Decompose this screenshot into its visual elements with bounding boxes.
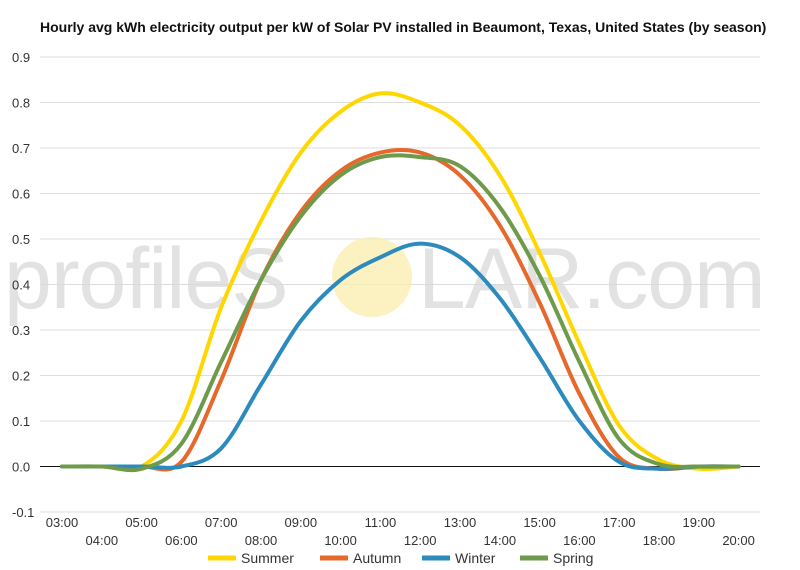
x-tick-label: 13:00	[444, 515, 477, 530]
y-axis: -0.1 0.0 0.1 0.2 0.3 0.4 0.5 0.6 0.7 0.8 0.9	[12, 50, 34, 520]
x-tick-label: 08:00	[245, 533, 278, 548]
watermark-text-left: profileS	[4, 231, 288, 327]
x-tick-label: 17:00	[603, 515, 636, 530]
x-tick-label: 11:00	[365, 515, 397, 530]
legend-label-summer: Summer	[241, 550, 294, 566]
y-tick-label: 0.6	[12, 187, 30, 202]
x-tick-label: 14:00	[484, 533, 517, 548]
x-tick-label: 06:00	[165, 533, 198, 548]
x-axis: 03:00 04:00 05:00 06:00 07:00 08:00 09:00 10:00…	[46, 515, 755, 548]
series-line-autumn	[60, 148, 741, 472]
legend-label-spring: Spring	[553, 550, 593, 566]
x-tick-label: 04:00	[86, 533, 119, 548]
watermark-text-right: LAR.com	[418, 231, 765, 327]
legend: Summer Autumn Winter Spring	[208, 550, 593, 566]
x-tick-label: 09:00	[285, 515, 318, 530]
x-tick-label: 10:00	[324, 533, 357, 548]
x-tick-label: 16:00	[563, 533, 596, 548]
y-tick-label: 0.8	[12, 96, 30, 111]
legend-label-autumn: Autumn	[353, 550, 401, 566]
x-tick-label: 12:00	[404, 533, 437, 548]
watermark-sun-icon	[332, 237, 412, 317]
x-tick-label: 19:00	[683, 515, 716, 530]
y-tick-label: 0.2	[12, 369, 30, 384]
y-tick-label: 0.7	[12, 141, 30, 156]
series-line-summer	[60, 91, 741, 472]
x-tick-label: 05:00	[125, 515, 158, 530]
legend-label-winter: Winter	[455, 550, 496, 566]
x-tick-label: 15:00	[523, 515, 556, 530]
series-lines	[60, 91, 741, 473]
y-tick-label: 0.9	[12, 50, 30, 65]
watermark: profileS LAR.com	[4, 231, 766, 327]
y-tick-label: 0.5	[12, 232, 30, 247]
x-tick-label: 03:00	[46, 515, 79, 530]
y-tick-label: 0.4	[12, 278, 30, 293]
y-tick-label: 0.1	[12, 414, 30, 429]
x-tick-label: 18:00	[643, 533, 676, 548]
grid-lines	[40, 56, 760, 513]
y-tick-label: 0.0	[12, 460, 30, 475]
chart-title: Hourly avg kWh electricity output per kW…	[40, 19, 767, 35]
series-line-spring	[60, 153, 741, 473]
y-tick-label: 0.3	[12, 323, 30, 338]
x-tick-label: 20:00	[722, 533, 755, 548]
x-tick-label: 07:00	[205, 515, 238, 530]
y-tick-label: -0.1	[12, 505, 34, 520]
series-line-winter	[60, 241, 741, 471]
